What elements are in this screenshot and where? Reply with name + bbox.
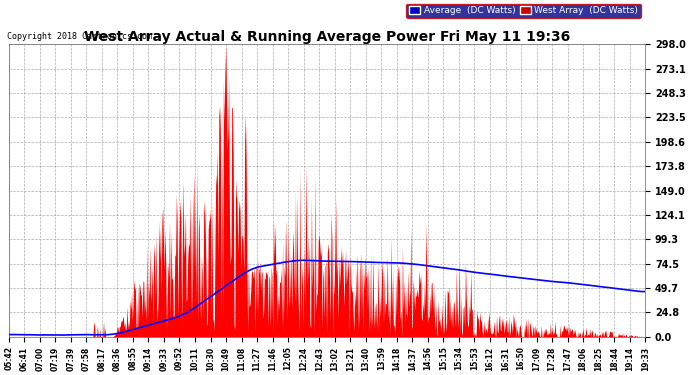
Title: West Array Actual & Running Average Power Fri May 11 19:36: West Array Actual & Running Average Powe… — [83, 30, 570, 44]
Legend: Average  (DC Watts), West Array  (DC Watts): Average (DC Watts), West Array (DC Watts… — [406, 4, 641, 18]
Text: Copyright 2018 Cartronics.com: Copyright 2018 Cartronics.com — [7, 32, 152, 41]
